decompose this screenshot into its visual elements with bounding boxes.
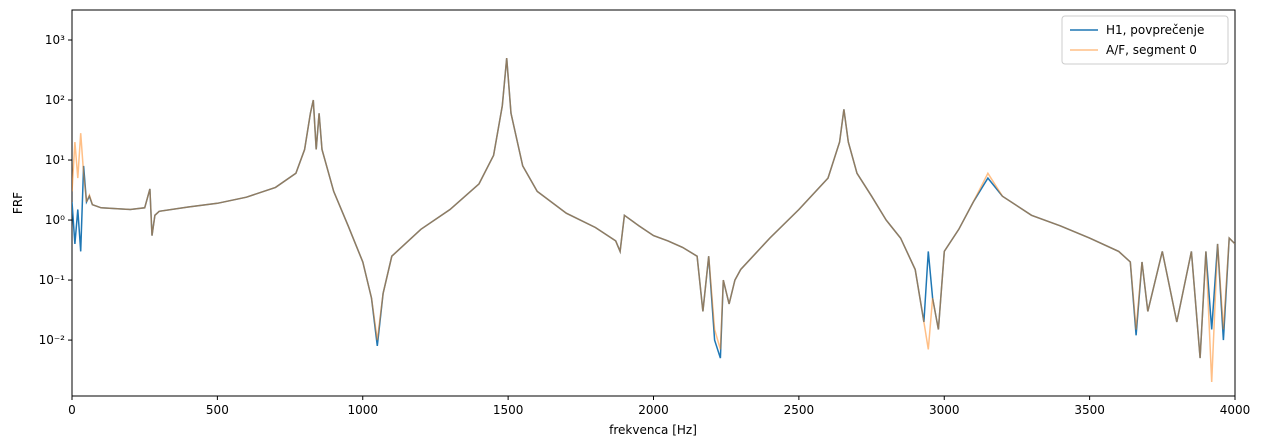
legend-label: H1, povprečenje <box>1106 23 1204 37</box>
y-tick-label: 10³ <box>45 33 65 47</box>
series-line <box>72 58 1235 383</box>
y-tick-label: 10⁻² <box>39 333 66 347</box>
x-tick-label: 3500 <box>1074 403 1105 417</box>
x-tick-label: 2500 <box>784 403 815 417</box>
x-tick-label: 3000 <box>929 403 960 417</box>
x-tick-label: 1000 <box>347 403 378 417</box>
x-tick-label: 4000 <box>1220 403 1251 417</box>
y-tick-label: 10¹ <box>45 153 65 167</box>
x-tick-label: 1500 <box>493 403 524 417</box>
legend-label: A/F, segment 0 <box>1106 43 1197 57</box>
y-tick-label: 10⁰ <box>45 213 65 227</box>
x-axis-label: frekvenca [Hz] <box>609 423 697 437</box>
x-tick-label: 0 <box>68 403 76 417</box>
legend-box <box>1061 15 1229 65</box>
y-axis-label: FRF <box>11 192 25 214</box>
x-tick-label: 2000 <box>638 403 669 417</box>
y-tick-label: 10² <box>45 93 65 107</box>
series-line <box>72 58 1235 359</box>
y-tick-label: 10⁻¹ <box>39 273 66 287</box>
plot-frame <box>71 9 1236 397</box>
x-tick-label: 500 <box>206 403 229 417</box>
